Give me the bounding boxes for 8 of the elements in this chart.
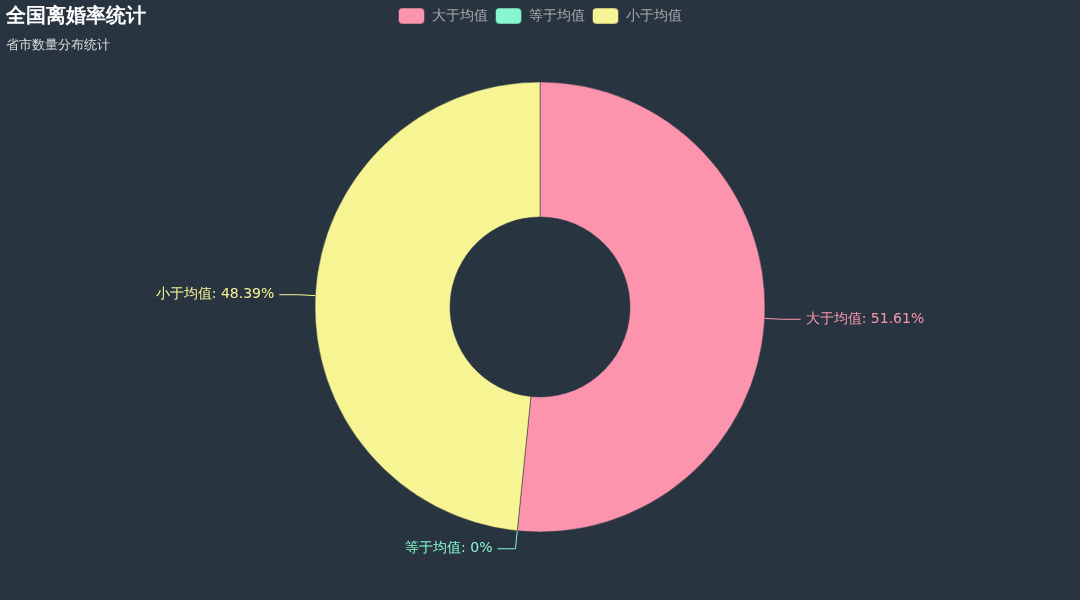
data-label: 大于均值: 51.61% bbox=[805, 309, 925, 326]
text: 省市数量分布统计 bbox=[6, 36, 110, 54]
legend-label: 大于均值 bbox=[431, 6, 488, 23]
legend-label: 小于均值 bbox=[625, 6, 682, 23]
text: 等于均值: 0% bbox=[405, 539, 493, 556]
chart-title: 全国离婚率统计 bbox=[6, 2, 146, 29]
legend-label: 等于均值 bbox=[528, 6, 585, 23]
data-label: 小于均值: 48.39% bbox=[155, 285, 275, 302]
